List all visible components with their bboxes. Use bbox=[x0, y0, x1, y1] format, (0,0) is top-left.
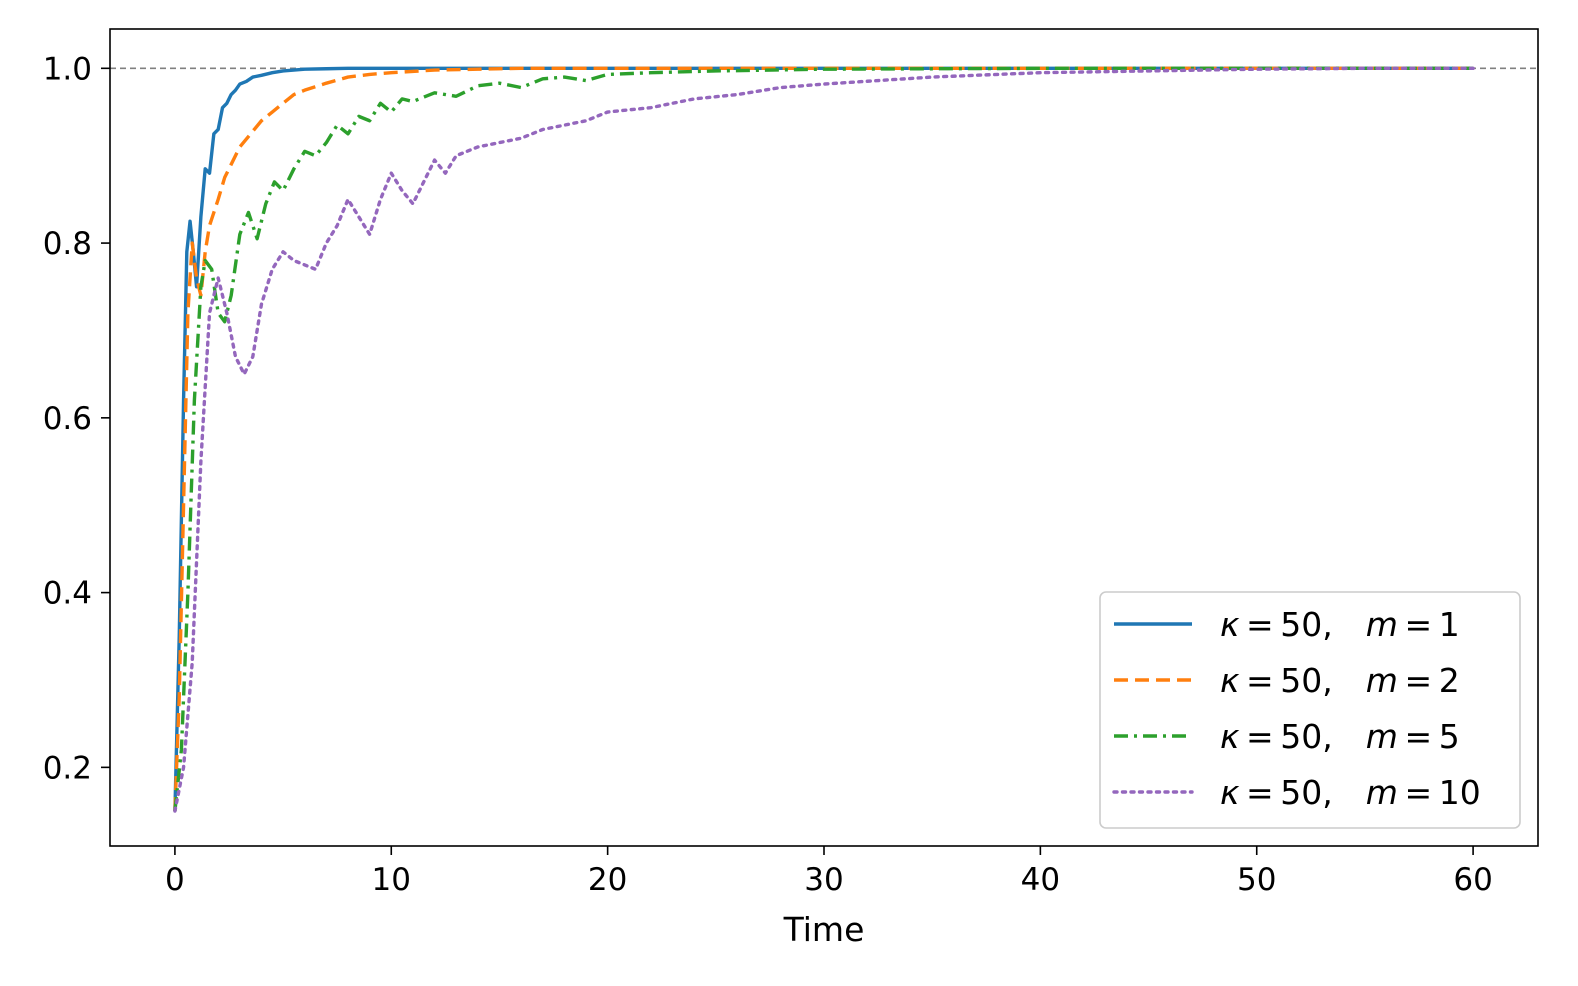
series-layer bbox=[173, 66, 1475, 813]
x-tick-label: 20 bbox=[588, 862, 627, 898]
legend-label: κ = 50, m = 5 bbox=[1220, 717, 1460, 756]
series-line-3 bbox=[173, 66, 1474, 812]
x-tick-label: 40 bbox=[1021, 862, 1060, 898]
x-axis: 0 10 20 30 40 50 60 bbox=[165, 846, 1493, 898]
x-axis-label: Time bbox=[783, 910, 865, 949]
series-line-4 bbox=[173, 66, 1475, 813]
y-tick-label: 0.6 bbox=[43, 401, 92, 437]
legend-label: κ = 50, m = 1 bbox=[1220, 605, 1460, 644]
x-tick-label: 50 bbox=[1237, 862, 1276, 898]
x-tick-label: 10 bbox=[372, 862, 411, 898]
y-tick-label: 0.4 bbox=[43, 576, 92, 612]
legend-label: κ = 50, m = 10 bbox=[1220, 773, 1481, 812]
y-tick-label: 0.2 bbox=[43, 750, 92, 786]
x-tick-label: 30 bbox=[804, 862, 843, 898]
y-tick-label: 1.0 bbox=[43, 51, 92, 87]
y-tick-label: 0.8 bbox=[43, 226, 92, 262]
legend: κ = 50, m = 1 κ = 50, m = 2 κ = 50, m = 5 κ… bbox=[1099, 591, 1521, 829]
y-axis: 0.2 0.4 0.6 0.8 1.0 bbox=[43, 51, 110, 786]
legend-box bbox=[1099, 591, 1521, 829]
x-tick-label: 60 bbox=[1453, 862, 1492, 898]
x-tick-label: 0 bbox=[165, 862, 185, 898]
legend-label: κ = 50, m = 2 bbox=[1220, 661, 1460, 700]
series-line-2 bbox=[173, 66, 1474, 812]
